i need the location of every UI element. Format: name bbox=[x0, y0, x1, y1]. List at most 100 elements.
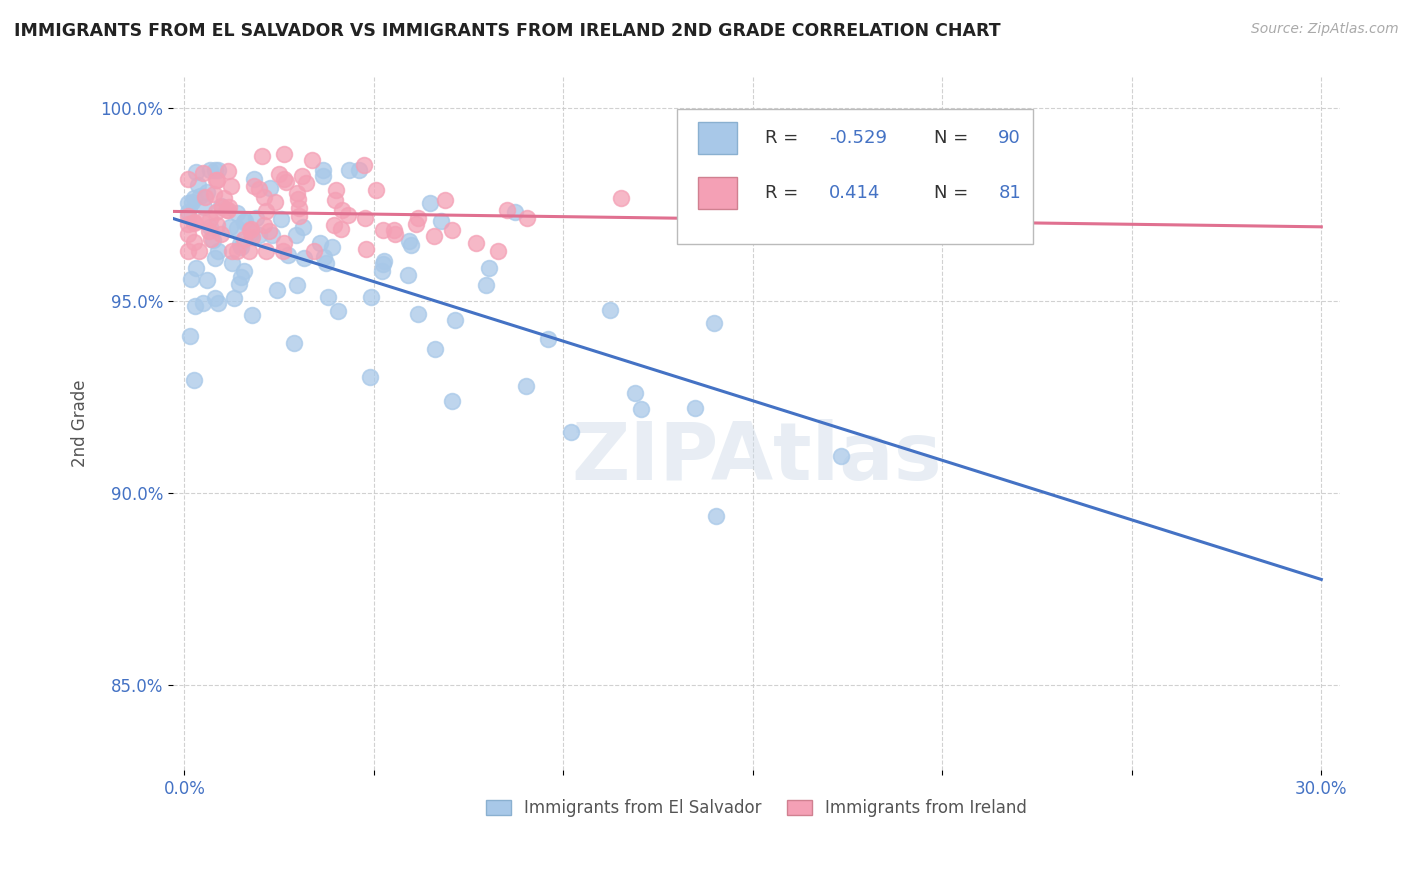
Point bbox=[337, 208, 360, 222]
Text: 81: 81 bbox=[998, 184, 1021, 202]
Point bbox=[323, 218, 346, 232]
Point bbox=[283, 335, 305, 350]
Point bbox=[537, 333, 560, 347]
Point bbox=[396, 268, 419, 282]
Point bbox=[177, 227, 200, 242]
Point bbox=[330, 221, 353, 235]
Point bbox=[347, 162, 370, 177]
Point bbox=[330, 202, 353, 217]
Point bbox=[232, 232, 254, 246]
Point bbox=[207, 173, 229, 187]
Point bbox=[226, 244, 249, 258]
Point bbox=[191, 296, 214, 310]
Point bbox=[311, 169, 333, 183]
Point bbox=[273, 235, 295, 250]
Point bbox=[273, 172, 295, 186]
Point bbox=[218, 200, 240, 214]
Point bbox=[270, 212, 292, 227]
Point bbox=[183, 300, 205, 314]
Point bbox=[177, 244, 200, 258]
Point bbox=[364, 183, 387, 197]
Point bbox=[180, 272, 202, 286]
Point bbox=[703, 316, 725, 330]
Point bbox=[353, 158, 375, 172]
Point bbox=[209, 199, 232, 213]
Point bbox=[191, 214, 214, 228]
Point bbox=[610, 191, 633, 205]
Point bbox=[360, 290, 382, 304]
Point bbox=[354, 243, 377, 257]
Point bbox=[465, 236, 488, 251]
Point bbox=[288, 201, 311, 215]
Point bbox=[229, 240, 252, 254]
Point bbox=[304, 244, 326, 258]
Point bbox=[371, 257, 394, 271]
Point bbox=[271, 244, 294, 258]
Point bbox=[247, 181, 270, 195]
Point bbox=[193, 200, 215, 214]
Point bbox=[245, 211, 267, 225]
Point bbox=[273, 147, 295, 161]
Point bbox=[285, 277, 308, 292]
Legend: Immigrants from El Salvador, Immigrants from Ireland: Immigrants from El Salvador, Immigrants … bbox=[479, 793, 1033, 824]
Point bbox=[384, 227, 406, 241]
Point bbox=[240, 308, 263, 322]
Point bbox=[204, 162, 226, 177]
Point bbox=[257, 224, 280, 238]
Point bbox=[406, 211, 429, 226]
Point bbox=[624, 385, 647, 400]
Point bbox=[440, 223, 463, 237]
Point bbox=[218, 220, 240, 235]
Point bbox=[197, 224, 219, 238]
Point bbox=[207, 218, 229, 232]
Point bbox=[288, 209, 311, 223]
Point bbox=[704, 509, 727, 524]
Point bbox=[599, 302, 621, 317]
Bar bbox=[699, 121, 737, 153]
Point bbox=[253, 190, 276, 204]
Point bbox=[373, 253, 395, 268]
Point bbox=[630, 401, 652, 416]
Text: -0.529: -0.529 bbox=[830, 128, 887, 146]
Point bbox=[207, 244, 229, 259]
Point bbox=[215, 202, 238, 217]
Point bbox=[325, 183, 347, 197]
Point bbox=[183, 235, 205, 250]
Point bbox=[423, 229, 446, 244]
Point bbox=[291, 169, 314, 183]
Point bbox=[440, 394, 463, 409]
Point bbox=[301, 153, 323, 168]
Text: N =: N = bbox=[934, 128, 969, 146]
Point bbox=[177, 196, 200, 211]
Point bbox=[179, 329, 201, 343]
Point bbox=[312, 162, 335, 177]
Point bbox=[221, 244, 243, 258]
Point bbox=[830, 449, 852, 463]
Point bbox=[233, 264, 256, 278]
Point bbox=[277, 248, 299, 262]
Point bbox=[238, 244, 260, 258]
Point bbox=[292, 219, 315, 234]
Point bbox=[188, 189, 211, 203]
Point bbox=[354, 211, 377, 225]
Point bbox=[398, 234, 420, 248]
Point bbox=[274, 175, 297, 189]
Y-axis label: 2nd Grade: 2nd Grade bbox=[72, 380, 89, 467]
Text: 0.414: 0.414 bbox=[830, 184, 880, 202]
Point bbox=[191, 166, 214, 180]
Point bbox=[198, 162, 221, 177]
Point bbox=[423, 343, 446, 357]
Point bbox=[209, 227, 232, 242]
Point bbox=[187, 244, 209, 258]
Point bbox=[228, 277, 250, 292]
Text: Source: ZipAtlas.com: Source: ZipAtlas.com bbox=[1251, 22, 1399, 37]
Point bbox=[434, 193, 457, 207]
Point bbox=[292, 252, 315, 266]
Point bbox=[212, 191, 235, 205]
Point bbox=[211, 200, 233, 214]
Point bbox=[225, 220, 247, 235]
Point bbox=[217, 164, 239, 178]
Point bbox=[262, 227, 284, 242]
Point bbox=[359, 370, 381, 384]
Point bbox=[429, 214, 451, 228]
